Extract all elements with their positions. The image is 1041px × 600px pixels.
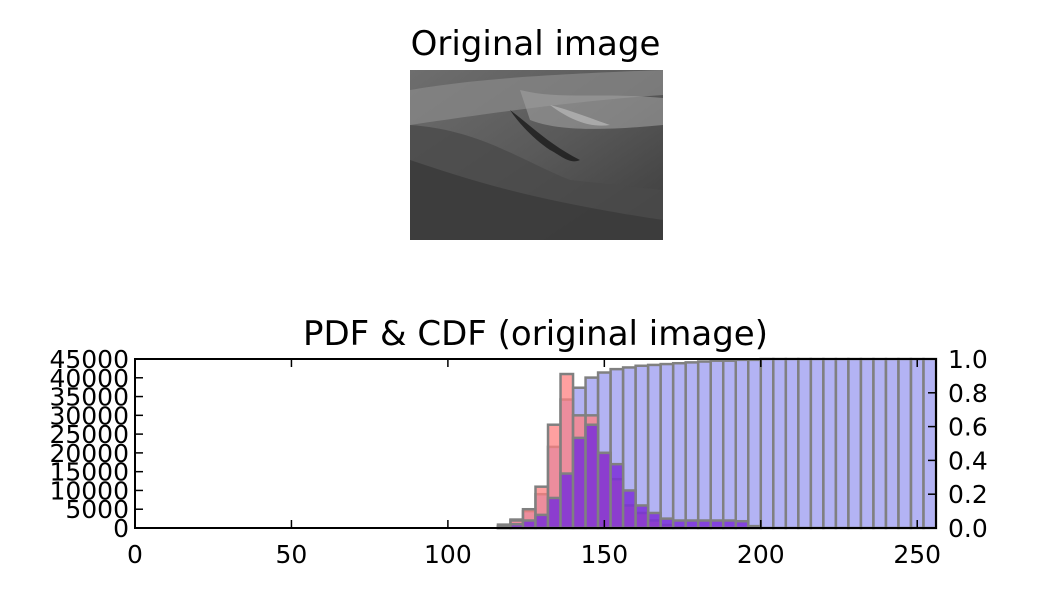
y-left-tick-label-4: 20000 (49, 439, 129, 468)
bar-series-2-bin-232 (859, 357, 875, 530)
bar-series-2-bin-252 (922, 357, 938, 530)
x-tick-label-0: 0 (127, 540, 143, 569)
bar-series-2-bin-216 (809, 357, 825, 530)
bar-series-2-bin-236 (872, 357, 888, 530)
bar-series-2-bin-208 (784, 357, 800, 530)
y-left-tick-label-3: 15000 (49, 458, 129, 487)
y-right-tick-label-2: 0.4 (948, 446, 988, 475)
y-left-tick-label-7: 35000 (49, 383, 129, 412)
bar-series-1-bin-160 (634, 504, 650, 530)
bar-series-2-bin-180 (696, 360, 712, 530)
bar-series-1-bin-192 (734, 519, 750, 530)
bar-series-1-bin-156 (621, 489, 637, 530)
x-tick-label-3: 150 (580, 540, 628, 569)
bar-series-2-bin-184 (709, 359, 725, 530)
bar-series-1-bin-164 (646, 511, 662, 530)
bar-series-1-bin-180 (696, 519, 712, 530)
bar-series-1-bin-184 (709, 519, 725, 530)
y-left-tick-label-5: 25000 (49, 420, 129, 449)
y-right-tick-label-3: 0.6 (948, 413, 988, 442)
bar-series-1-bin-140 (571, 436, 587, 530)
bar-series-2-bin-200 (759, 357, 775, 530)
y-left-tick-label-6: 30000 (49, 401, 129, 430)
bar-series-1-bin-148 (596, 451, 612, 530)
chart-title: PDF & CDF (original image) (303, 314, 768, 354)
y-right-tick-label-4: 0.8 (948, 379, 988, 408)
bar-series-2-bin-204 (772, 357, 788, 530)
y-left-tick-label-8: 40000 (49, 364, 129, 393)
x-tick-label-2: 100 (424, 540, 472, 569)
bar-series-2-bin-172 (671, 361, 687, 530)
bar-series-1-bin-124 (521, 519, 537, 530)
bar-series-2-bin-220 (822, 357, 838, 530)
bar-series-1-bin-168 (659, 517, 675, 530)
y-right-tick-label-0: 0.0 (948, 514, 988, 543)
bar-series-2-bin-176 (684, 361, 700, 530)
bar-series-1-bin-188 (721, 519, 737, 530)
image-title: Original image (410, 24, 661, 64)
bar-series-1-bin-132 (546, 496, 562, 530)
bar-series-1-bin-128 (534, 513, 550, 530)
x-tick-label-5: 250 (893, 540, 941, 569)
bar-series-2-bin-188 (721, 359, 737, 530)
bar-series-2-bin-164 (646, 363, 662, 530)
bar-series-2-bin-248 (909, 357, 925, 530)
bar-series-1-bin-176 (684, 519, 700, 530)
bar-series-1-bin-172 (671, 519, 687, 530)
bar-series-2-bin-168 (659, 362, 675, 530)
y-right-tick-label-1: 0.2 (948, 480, 988, 509)
y-left-tick-label-9: 45000 (49, 345, 129, 374)
bar-series-2-bin-224 (834, 357, 850, 530)
bar-series-2-bin-212 (797, 357, 813, 530)
y-left-tick-label-1: 5000 (65, 495, 129, 524)
x-tick-label-1: 50 (276, 540, 308, 569)
bar-series-1-bin-136 (559, 472, 575, 530)
bar-series-2-bin-244 (897, 357, 913, 530)
bar-series-1-bin-152 (609, 462, 625, 530)
y-right-tick-label-5: 1.0 (948, 345, 988, 374)
bar-series-2-bin-196 (747, 358, 763, 530)
original-image (410, 70, 663, 240)
bar-series-1-bin-144 (584, 423, 600, 530)
bar-series-2-bin-160 (634, 364, 650, 530)
plot-frame (134, 358, 937, 529)
y-left-tick-label-0: 0 (113, 514, 129, 543)
y-left-tick-label-2: 10000 (49, 476, 129, 505)
bar-series-2-bin-192 (734, 358, 750, 530)
bar-series-2-bin-228 (847, 357, 863, 530)
bar-series-2-bin-240 (884, 357, 900, 530)
x-tick-label-4: 200 (737, 540, 785, 569)
